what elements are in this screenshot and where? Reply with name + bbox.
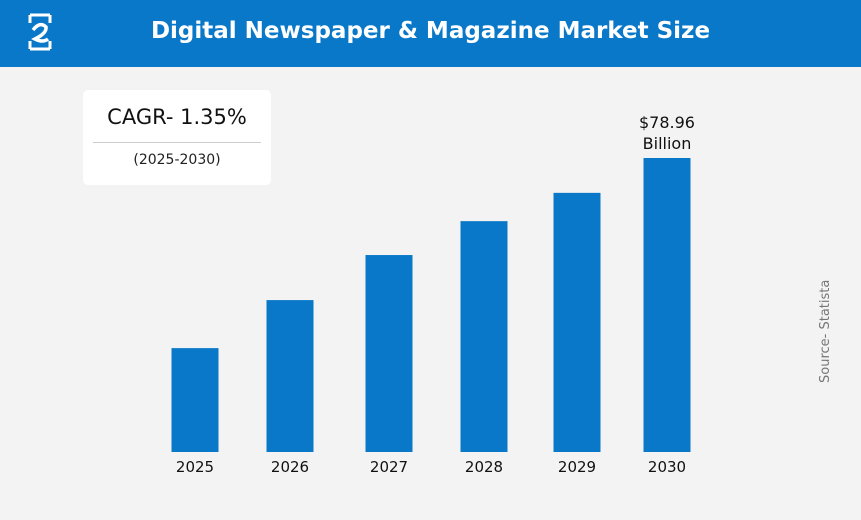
bar-2030	[643, 158, 691, 452]
brand-logo-icon	[28, 13, 52, 51]
bar-chart: 2025 2026 2027 2028 2029 2030 $78.96 Billion	[171, 113, 695, 476]
bar-2028	[460, 221, 508, 452]
data-label: Billion	[643, 134, 692, 153]
cagr-card: CAGR- 1.35% (2025-2030)	[83, 90, 271, 185]
x-tick-label: 2029	[558, 458, 596, 476]
cagr-value: CAGR- 1.35%	[107, 105, 247, 129]
bar-2029	[553, 192, 601, 452]
cagr-period: (2025-2030)	[133, 152, 221, 168]
divider	[93, 142, 261, 143]
bar-2026	[266, 300, 314, 452]
x-tick-label: 2025	[176, 458, 214, 476]
header-banner: Digital Newspaper & Magazine Market Size	[0, 0, 861, 67]
x-tick-label: 2026	[271, 458, 309, 476]
data-label: $78.96	[639, 113, 695, 132]
x-tick-label: 2027	[370, 458, 408, 476]
bar-2027	[365, 255, 413, 452]
bar-2025	[171, 348, 219, 452]
x-tick-label: 2030	[648, 458, 686, 476]
x-tick-label: 2028	[465, 458, 503, 476]
chart-title: Digital Newspaper & Magazine Market Size	[150, 18, 711, 44]
